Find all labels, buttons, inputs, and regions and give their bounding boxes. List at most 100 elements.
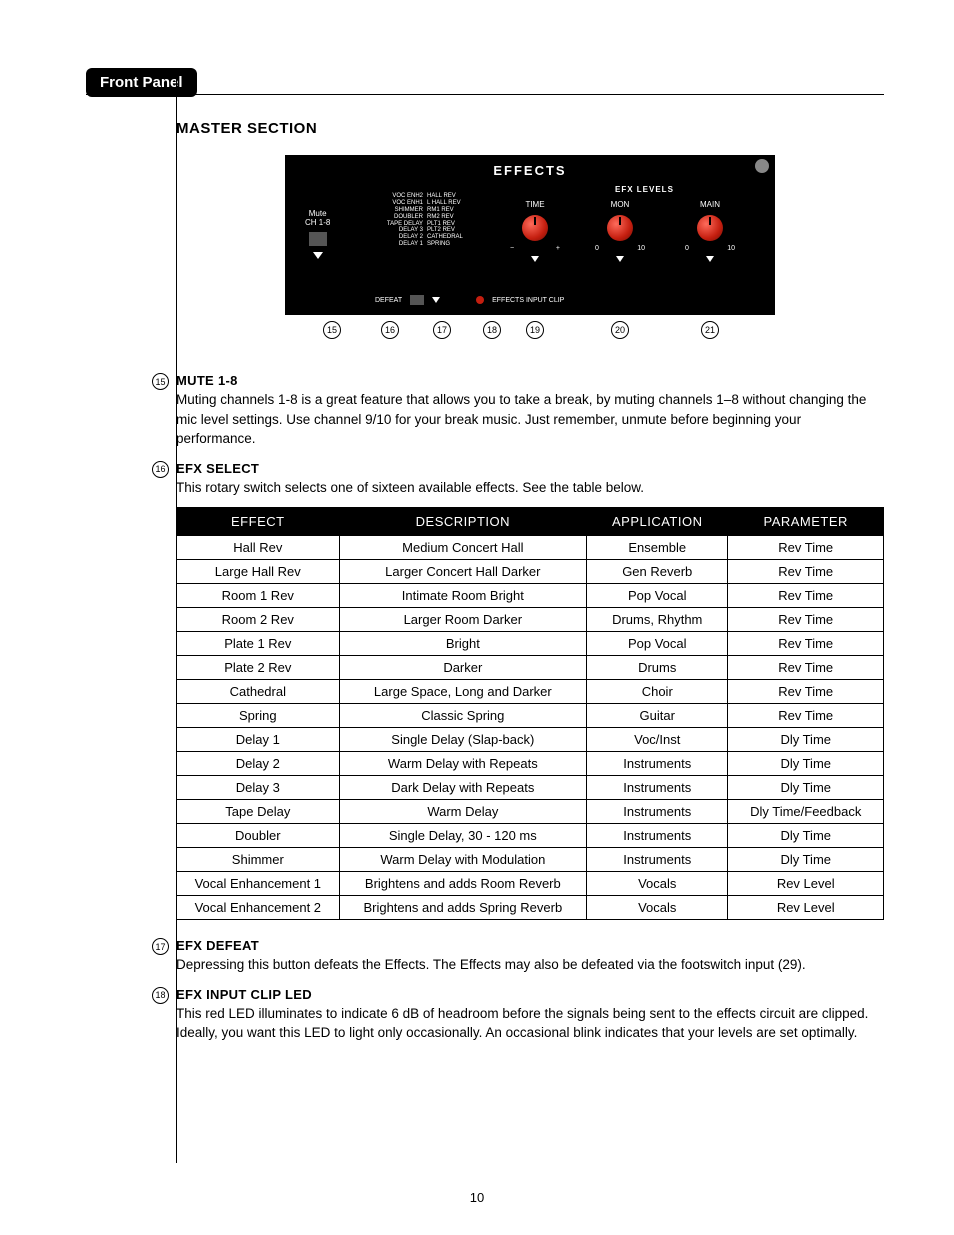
table-row: Plate 1 RevBrightPop VocalRev Time (177, 632, 884, 656)
mute-label-line2: CH 1-8 (305, 219, 330, 228)
col-description: DESCRIPTION (339, 508, 586, 536)
table-cell: Rev Time (728, 680, 884, 704)
entry-body: This rotary switch selects one of sixtee… (176, 478, 884, 498)
table-cell: Tape Delay (177, 800, 340, 824)
table-cell: Drums (587, 656, 728, 680)
mon-knob-block: MON 010 (595, 200, 645, 262)
efx-opt: DELAY 1 (365, 241, 425, 248)
table-row: Large Hall RevLarger Concert Hall Darker… (177, 560, 884, 584)
efx-opt: PLT1 REV (425, 221, 485, 228)
table-cell: Instruments (587, 848, 728, 872)
table-cell: Instruments (587, 800, 728, 824)
col-effect: EFFECT (177, 508, 340, 536)
table-cell: Delay 1 (177, 728, 340, 752)
table-cell: Warm Delay with Modulation (339, 848, 586, 872)
table-cell: Choir (587, 680, 728, 704)
horizontal-rule (86, 94, 884, 95)
table-row: Vocal Enhancement 2Brightens and adds Sp… (177, 896, 884, 920)
table-cell: Hall Rev (177, 536, 340, 560)
col-application: APPLICATION (587, 508, 728, 536)
table-row: ShimmerWarm Delay with ModulationInstrum… (177, 848, 884, 872)
efx-opt: DELAY 2 (365, 234, 425, 241)
table-cell: Brightens and adds Room Reverb (339, 872, 586, 896)
table-cell: Voc/Inst (587, 728, 728, 752)
effects-table: EFFECT DESCRIPTION APPLICATION PARAMETER… (176, 507, 884, 920)
entry-badge: 15 (152, 373, 169, 390)
callout-20: 20 (611, 321, 629, 339)
table-cell: Gen Reverb (587, 560, 728, 584)
table-cell: Rev Time (728, 560, 884, 584)
table-row: Delay 2Warm Delay with RepeatsInstrument… (177, 752, 884, 776)
section-tab: Front Panel (86, 68, 197, 97)
entry-title: EFX SELECT (176, 461, 884, 476)
table-cell: Vocal Enhancement 1 (177, 872, 340, 896)
table-cell: Intimate Room Bright (339, 584, 586, 608)
efx-opt: DOUBLER (365, 214, 425, 221)
table-cell: Dly Time (728, 824, 884, 848)
table-cell: Rev Time (728, 536, 884, 560)
entry-badge: 16 (152, 461, 169, 478)
entry-efx-clip: 18 EFX INPUT CLIP LED This red LED illum… (176, 987, 884, 1043)
table-cell: Rev Time (728, 608, 884, 632)
main-knob-block: MAIN 010 (685, 200, 735, 262)
entry-title: EFX INPUT CLIP LED (176, 987, 884, 1002)
entry-efx-defeat: 17 EFX DEFEAT Depressing this button def… (176, 938, 884, 975)
table-cell: Larger Room Darker (339, 608, 586, 632)
col-parameter: PARAMETER (728, 508, 884, 536)
efx-opt: L HALL REV (425, 200, 485, 207)
efx-opt: SPRING (425, 241, 485, 248)
entry-badge: 17 (152, 938, 169, 955)
table-cell: Rev Level (728, 872, 884, 896)
table-cell: Single Delay (Slap-back) (339, 728, 586, 752)
table-cell: Instruments (587, 824, 728, 848)
entry-mute: 15 MUTE 1-8 Muting channels 1-8 is a gre… (176, 373, 884, 449)
table-cell: Pop Vocal (587, 584, 728, 608)
table-cell: Dly Time (728, 728, 884, 752)
table-cell: Drums, Rhythm (587, 608, 728, 632)
effects-title: EFFECTS (285, 155, 775, 178)
callout-16: 16 (381, 321, 399, 339)
mute-button[interactable] (309, 232, 327, 246)
table-row: Delay 3Dark Delay with RepeatsInstrument… (177, 776, 884, 800)
entry-title: MUTE 1-8 (176, 373, 884, 388)
efx-opt: RM1 REV (425, 207, 485, 214)
table-cell: Doubler (177, 824, 340, 848)
time-knob[interactable] (522, 215, 548, 241)
table-cell: Rev Time (728, 632, 884, 656)
range-max: 10 (637, 245, 645, 252)
efx-opt: PLT2 REV (425, 227, 485, 234)
table-cell: Dly Time (728, 752, 884, 776)
table-cell: Single Delay, 30 - 120 ms (339, 824, 586, 848)
defeat-button[interactable] (410, 295, 424, 305)
entry-title: EFX DEFEAT (176, 938, 884, 953)
efx-opt: VOC ENH1 (365, 200, 425, 207)
table-row: Plate 2 RevDarkerDrumsRev Time (177, 656, 884, 680)
callout-18: 18 (483, 321, 501, 339)
table-row: DoublerSingle Delay, 30 - 120 msInstrume… (177, 824, 884, 848)
panel-callouts: 15 16 17 18 19 20 21 (285, 315, 775, 345)
table-cell: Dly Time/Feedback (728, 800, 884, 824)
triangle-icon (531, 256, 539, 262)
table-cell: Instruments (587, 752, 728, 776)
master-section-title: MASTER SECTION (176, 120, 884, 137)
table-cell: Cathedral (177, 680, 340, 704)
table-row: Tape DelayWarm DelayInstrumentsDly Time/… (177, 800, 884, 824)
table-cell: Dly Time (728, 776, 884, 800)
table-row: Room 1 RevIntimate Room BrightPop VocalR… (177, 584, 884, 608)
table-cell: Spring (177, 704, 340, 728)
effects-panel: EFFECTS Mute CH 1-8 VOC ENH2HALL REV VOC… (285, 155, 775, 315)
triangle-icon (706, 256, 714, 262)
table-cell: Instruments (587, 776, 728, 800)
table-cell: Medium Concert Hall (339, 536, 586, 560)
mon-knob[interactable] (607, 215, 633, 241)
efx-select-labels: VOC ENH2HALL REV VOC ENH1L HALL REV SHIM… (365, 193, 485, 248)
panel-badge-icon (755, 159, 769, 173)
table-cell: Vocal Enhancement 2 (177, 896, 340, 920)
clip-led-icon (476, 296, 484, 304)
range-min: 0 (595, 245, 599, 252)
range-min: 0 (685, 245, 689, 252)
table-cell: Warm Delay (339, 800, 586, 824)
entry-body: Depressing this button defeats the Effec… (176, 955, 884, 975)
table-cell: Warm Delay with Repeats (339, 752, 586, 776)
main-knob[interactable] (697, 215, 723, 241)
